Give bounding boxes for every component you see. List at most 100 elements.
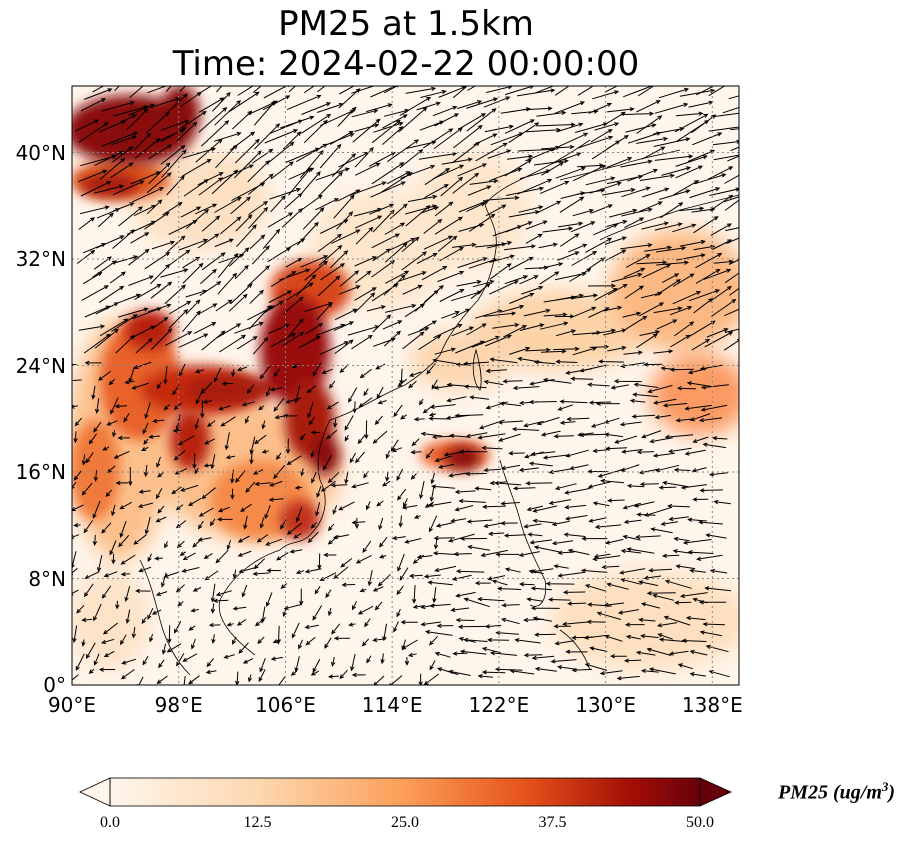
- wind-arrow: [504, 567, 521, 573]
- wind-arrow: [248, 304, 272, 330]
- wind-arrow: [339, 669, 348, 680]
- wind-arrow: [312, 658, 321, 673]
- wind-arrow: [598, 359, 625, 364]
- wind-arrow: [696, 554, 723, 561]
- wind-arrow: [581, 536, 608, 541]
- wind-arrow: [608, 208, 638, 218]
- wind-arrow: [371, 162, 405, 185]
- wind-arrow: [295, 274, 317, 297]
- wind-arrow: [366, 103, 393, 113]
- wind-arrow: [269, 480, 283, 487]
- wind-arrow: [73, 470, 82, 481]
- wind-arrow: [112, 180, 145, 196]
- wind-arrow: [674, 321, 695, 337]
- wind-arrow: [554, 314, 575, 319]
- wind-arrow: [218, 253, 245, 264]
- wind-arrow: [410, 473, 417, 480]
- wind-arrow: [101, 131, 139, 147]
- wind-arrow: [201, 330, 226, 351]
- wind-arrow: [590, 204, 613, 214]
- wind-arrow: [485, 204, 507, 217]
- wind-arrow: [286, 282, 314, 301]
- wind-arrow: [482, 504, 506, 509]
- wind-arrow: [623, 86, 657, 98]
- wind-arrow: [661, 273, 680, 284]
- wind-arrow: [321, 368, 333, 374]
- wind-arrow: [156, 456, 161, 468]
- wind-arrow: [400, 620, 418, 625]
- wind-arrow: [723, 338, 739, 351]
- wind-arrow: [512, 385, 540, 391]
- wind-arrow: [187, 497, 202, 506]
- wind-arrow: [193, 322, 217, 334]
- wind-arrow: [567, 601, 587, 606]
- wind-arrow: [542, 454, 570, 460]
- wind-arrow: [712, 436, 728, 441]
- wind-arrow: [607, 107, 635, 113]
- wind-arrow: [518, 551, 540, 557]
- wind-arrow: [466, 519, 493, 524]
- wind-arrow: [492, 322, 520, 329]
- wind-arrow: [301, 113, 332, 134]
- wind-arrow: [236, 619, 247, 626]
- wind-arrow: [210, 454, 216, 470]
- wind-arrow: [489, 357, 518, 364]
- wind-arrow: [679, 206, 705, 212]
- wind-arrow: [469, 213, 496, 232]
- wind-arrow: [338, 88, 361, 109]
- wind-arrow: [185, 208, 210, 229]
- wind-arrow: [419, 320, 438, 331]
- wind-arrow: [286, 522, 303, 535]
- wind-arrow: [333, 194, 355, 219]
- wind-arrow: [323, 552, 337, 558]
- wind-arrow: [401, 639, 418, 650]
- wind-arrow: [295, 506, 303, 523]
- wind-arrow: [128, 103, 155, 116]
- wind-arrow: [78, 122, 109, 143]
- wind-arrow: [418, 334, 442, 351]
- wind-arrow: [432, 164, 465, 180]
- wind-arrow: [453, 124, 483, 149]
- wind-arrow: [466, 97, 499, 109]
- wind-arrow: [317, 233, 343, 253]
- wind-arrow: [676, 253, 706, 261]
- wind-arrow: [234, 138, 260, 164]
- wind-arrow: [79, 205, 110, 215]
- wind-arrow: [603, 111, 626, 126]
- wind-arrow: [536, 417, 560, 426]
- wind-arrow: [667, 503, 690, 509]
- wind-arrow: [592, 328, 617, 335]
- wind-arrow: [119, 501, 133, 510]
- wind-arrow: [504, 244, 537, 251]
- wind-arrow: [469, 178, 499, 185]
- wind-arrow: [499, 401, 522, 407]
- wind-arrow: [699, 630, 722, 637]
- wind-arrow: [197, 233, 220, 249]
- wind-arrow: [596, 611, 621, 620]
- wind-arrow: [684, 404, 712, 411]
- wind-arrow: [270, 333, 297, 348]
- wind-arrow: [535, 86, 555, 94]
- wind-arrow: [101, 585, 112, 599]
- wind-arrow: [711, 285, 732, 301]
- wind-arrow: [81, 482, 93, 496]
- wind-arrow: [299, 433, 306, 441]
- wind-arrow: [348, 622, 356, 627]
- wind-arrow: [673, 180, 700, 196]
- wind-arrow: [559, 132, 589, 147]
- wind-arrow: [94, 328, 119, 349]
- wind-arrow: [504, 275, 529, 285]
- wind-arrow: [191, 638, 196, 650]
- wind-arrow: [676, 119, 710, 142]
- wind-arrow: [474, 580, 491, 586]
- wind-arrow: [283, 296, 304, 315]
- wind-arrow: [620, 548, 642, 554]
- wind-arrow: [217, 506, 230, 513]
- wind-arrow: [210, 583, 216, 603]
- wind-arrow: [84, 360, 102, 366]
- wind-arrow: [76, 249, 96, 264]
- wind-arrow: [553, 624, 572, 629]
- title-line-1: PM25 at 1.5km: [278, 4, 534, 44]
- wind-arrow: [516, 88, 556, 97]
- wind-arrow: [245, 415, 250, 424]
